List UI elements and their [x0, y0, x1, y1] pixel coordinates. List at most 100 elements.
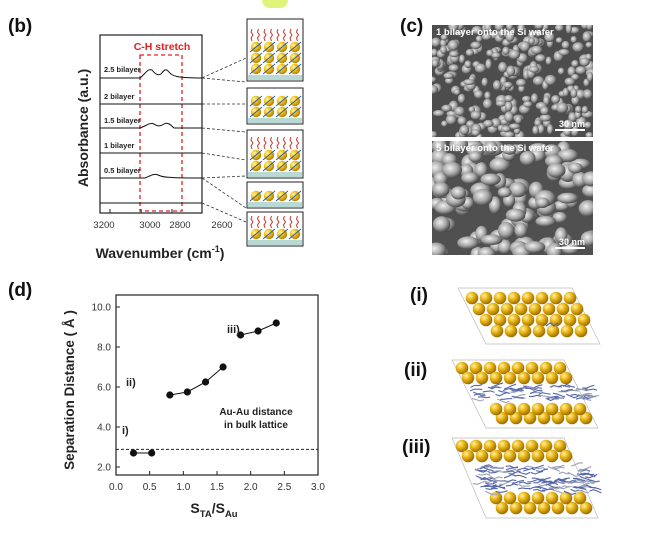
ligand-molecule	[538, 394, 552, 398]
substrate	[248, 202, 302, 207]
ligand-molecule	[504, 479, 517, 483]
ftir-xlabel: Wavenumber (cm-1)	[96, 244, 225, 261]
au-atom	[535, 291, 549, 305]
au-atom	[559, 491, 573, 505]
ligand-molecule	[538, 392, 551, 395]
ligand-molecule	[551, 396, 565, 399]
sem-grain	[580, 231, 593, 247]
sem-grain	[523, 241, 546, 254]
au-atom	[455, 361, 469, 375]
sep-xtick-label: 0.5	[143, 482, 157, 493]
ligand-molecule	[490, 484, 504, 490]
ligand-molecule	[547, 465, 561, 472]
au-atom	[465, 291, 479, 305]
au-atom	[503, 449, 517, 463]
polymer-strand	[249, 160, 263, 172]
ligand-molecule	[573, 481, 587, 484]
sem-grain	[544, 32, 555, 43]
sep-ytick-label: 6.0	[97, 383, 111, 394]
ligand-molecule	[558, 389, 571, 393]
sem-grain	[497, 187, 512, 198]
polymer-strand	[262, 228, 276, 240]
sep-data-point	[201, 378, 210, 386]
ligand-molecule	[470, 384, 483, 388]
ref-line-label-1: Au-Au distance	[219, 407, 293, 418]
sem-grain	[484, 141, 498, 155]
au-atom	[469, 361, 483, 375]
sem-grain	[490, 118, 502, 128]
sem-grain	[514, 114, 523, 125]
ftir-trace-1.5-bilayer	[100, 122, 202, 129]
ligand-molecule	[583, 484, 597, 489]
sem-grain	[443, 72, 454, 79]
au-atom	[486, 302, 500, 316]
alkyl-chain	[263, 28, 267, 42]
sem-grain	[432, 37, 442, 48]
sem-grain	[534, 25, 544, 30]
ligand-molecule	[557, 477, 571, 481]
sem-grain	[575, 66, 587, 75]
sem-grain	[556, 102, 569, 114]
polymer-strand	[262, 160, 276, 172]
sem-grain	[570, 125, 579, 137]
ligand-molecule	[533, 488, 546, 492]
alkyl-chain	[256, 28, 261, 42]
ligand-molecule	[531, 477, 544, 481]
au-atom	[565, 501, 579, 515]
ligand-molecule	[556, 485, 569, 489]
alkyl-chain	[269, 136, 274, 150]
sem-grain	[471, 129, 481, 137]
au-atom	[525, 439, 539, 453]
polymer-strand	[288, 95, 302, 107]
sem-grain	[521, 95, 531, 103]
sem-grain	[504, 100, 513, 112]
sem-caption-bottom: 5 bilayer onto the Si wafer	[436, 143, 554, 154]
sep-data-point	[272, 319, 280, 327]
au-atom	[537, 501, 551, 515]
md-structure-snapshots	[451, 287, 602, 519]
sem-grain	[530, 45, 543, 55]
sem-grain	[440, 45, 447, 55]
ligand-molecule	[582, 384, 595, 389]
sem-grain	[471, 25, 483, 35]
polymer-strand	[275, 41, 289, 53]
au-atom	[542, 302, 556, 316]
sem-grain	[477, 246, 496, 255]
ftir-trace-label: 0.5 bilayer	[104, 166, 141, 175]
au-atom	[531, 371, 545, 385]
polymer-strand	[275, 149, 289, 161]
au-atom	[579, 501, 593, 515]
sem-grain	[441, 104, 452, 112]
polymer-strand	[249, 228, 263, 240]
ligand-molecule	[559, 485, 572, 490]
ligand-molecule	[478, 473, 491, 476]
sep-series-line	[169, 366, 224, 396]
sem-grain	[565, 25, 572, 34]
sem-grain	[572, 42, 584, 53]
sem-grain	[582, 31, 592, 43]
ligand-molecule	[582, 482, 595, 487]
structure-label-ii: (ii)	[404, 360, 428, 381]
sem-grain	[503, 131, 515, 137]
ligand-molecule	[526, 385, 539, 390]
sem-grain	[508, 49, 521, 60]
ligand-molecule	[510, 390, 523, 393]
au-atom	[472, 302, 486, 316]
point-label-iii: iii)	[227, 324, 240, 336]
sem-grain	[492, 80, 502, 91]
au-atom	[537, 411, 551, 425]
au-atom	[511, 361, 525, 375]
au-atom	[549, 291, 563, 305]
sem-grain	[464, 60, 472, 69]
sem-grain	[501, 125, 511, 133]
structure-iii-cell	[451, 437, 599, 519]
polymer-strand	[262, 52, 276, 64]
alkyl-chain	[295, 28, 300, 42]
ligand-molecule	[511, 395, 524, 400]
ftir-ylabel: Absorbance (a.u.)	[75, 69, 91, 187]
ligand-molecule	[562, 481, 575, 484]
au-atom	[507, 291, 521, 305]
ligand-molecule	[577, 393, 591, 397]
au-atom	[559, 402, 573, 416]
au-atom	[553, 361, 567, 375]
